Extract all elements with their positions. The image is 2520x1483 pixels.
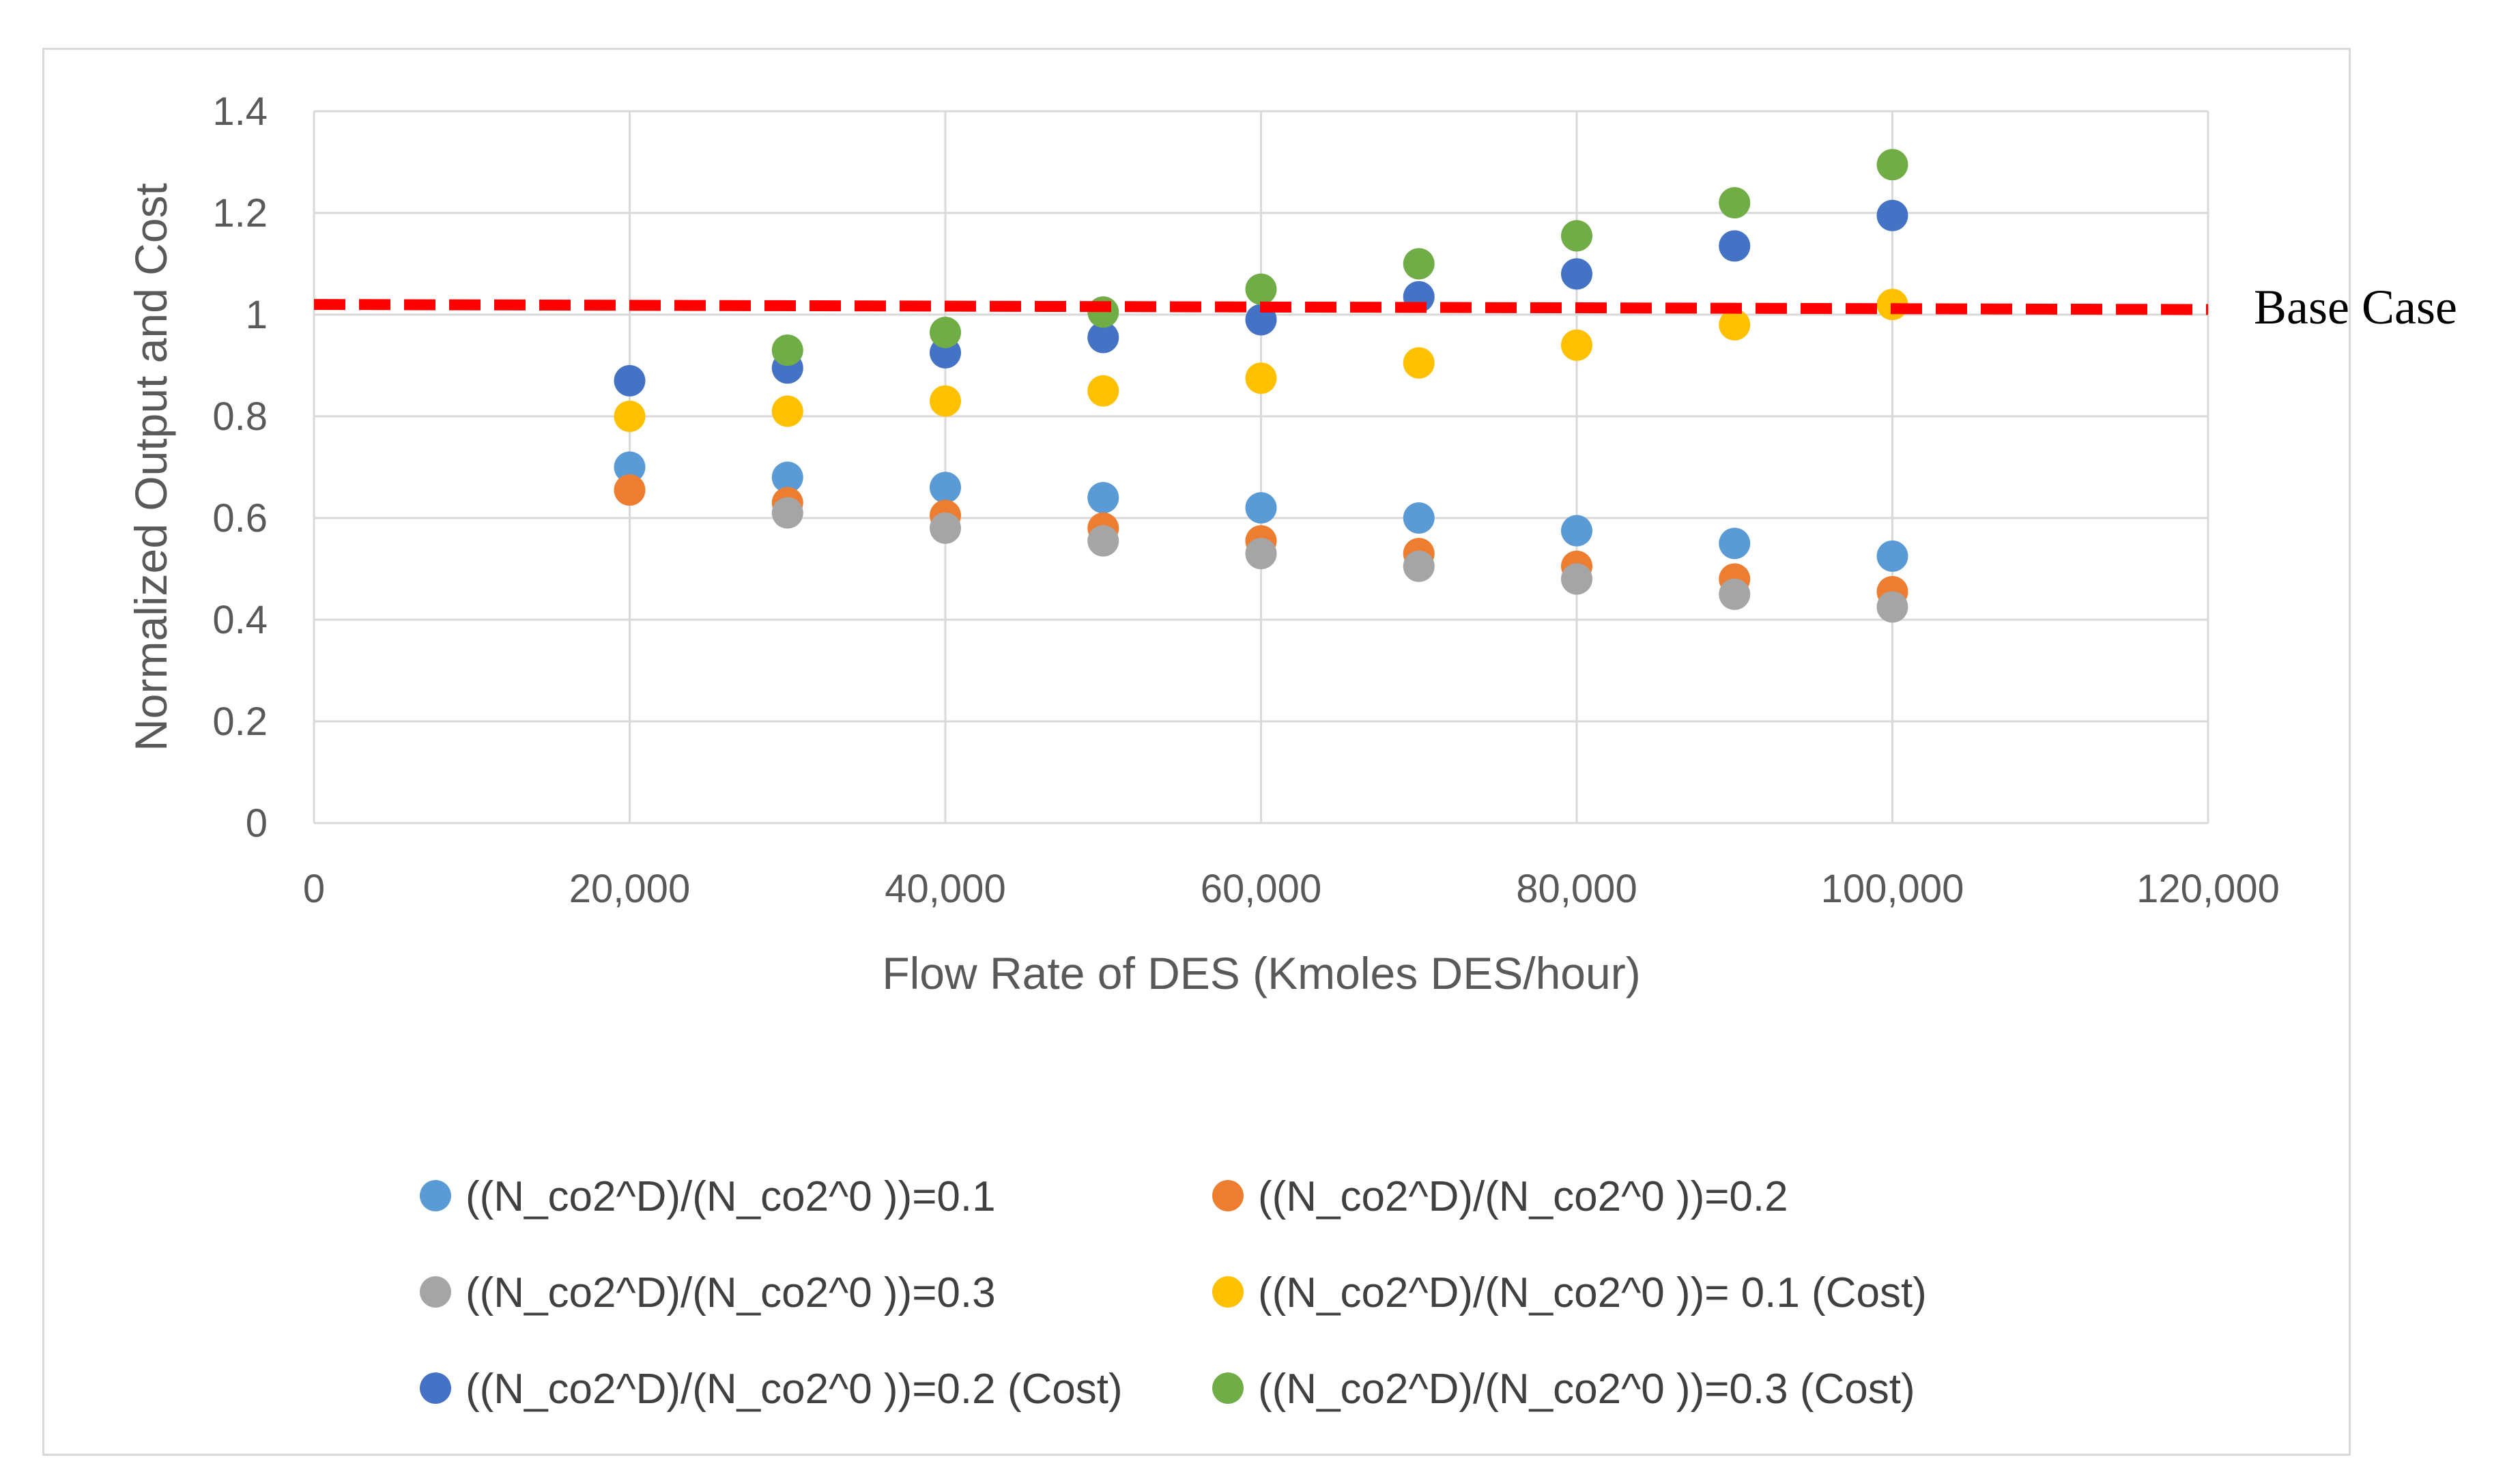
legend: ((N_co2^D)/(N_co2^0 ))=0.1 ((N_co2^D)/(N_… bbox=[420, 1173, 1927, 1413]
legend-marker bbox=[1212, 1372, 1244, 1404]
data-point bbox=[1876, 540, 1908, 572]
data-point bbox=[1403, 248, 1435, 280]
legend-label: ((N_co2^D)/(N_co2^0 ))=0.3 bbox=[466, 1269, 996, 1316]
y-tick-label: 1 bbox=[246, 293, 268, 337]
data-point bbox=[1245, 362, 1277, 394]
base-case-label: Base Case bbox=[2254, 280, 2457, 334]
data-point bbox=[1561, 329, 1592, 361]
legend-item: ((N_co2^D)/(N_co2^0 ))=0.1 bbox=[420, 1173, 996, 1220]
data-point bbox=[1561, 563, 1592, 595]
legend-item: ((N_co2^D)/(N_co2^0 ))= 0.1 (Cost) bbox=[1212, 1269, 1927, 1316]
y-tick-label: 0 bbox=[246, 801, 268, 846]
legend-marker bbox=[1212, 1180, 1244, 1211]
x-tick-label: 80,000 bbox=[1516, 867, 1637, 911]
y-axis-tick-labels: 0 0.2 0.4 0.6 0.8 1 1.2 1.4 bbox=[212, 89, 268, 846]
data-point bbox=[1719, 308, 1751, 341]
data-point bbox=[1087, 525, 1119, 557]
data-point bbox=[1087, 375, 1119, 407]
legend-item: ((N_co2^D)/(N_co2^0 ))=0.3 bbox=[420, 1269, 996, 1316]
x-tick-label: 20,000 bbox=[569, 867, 690, 911]
data-point bbox=[771, 461, 803, 493]
data-point bbox=[771, 395, 803, 427]
data-point bbox=[1876, 199, 1908, 231]
data-point bbox=[771, 334, 803, 366]
data-point bbox=[1719, 578, 1751, 610]
y-tick-label: 0.4 bbox=[212, 598, 268, 642]
y-tick-label: 0.6 bbox=[212, 496, 268, 541]
data-point bbox=[771, 497, 803, 529]
data-point bbox=[930, 472, 961, 504]
data-point bbox=[1245, 273, 1277, 305]
legend-label: ((N_co2^D)/(N_co2^0 ))=0.1 bbox=[466, 1173, 996, 1220]
x-tick-label: 40,000 bbox=[885, 867, 1005, 911]
data-point bbox=[1403, 347, 1435, 379]
data-point bbox=[1087, 321, 1119, 354]
x-tick-label: 60,000 bbox=[1201, 867, 1321, 911]
legend-label: ((N_co2^D)/(N_co2^0 ))= 0.1 (Cost) bbox=[1258, 1269, 1927, 1316]
y-tick-label: 1.4 bbox=[212, 89, 268, 134]
legend-marker bbox=[420, 1276, 451, 1308]
data-point bbox=[1245, 538, 1277, 570]
data-point bbox=[1561, 515, 1592, 547]
x-axis-title: Flow Rate of DES (Kmoles DES/hour) bbox=[882, 948, 1640, 998]
legend-marker bbox=[420, 1180, 451, 1211]
legend-label: ((N_co2^D)/(N_co2^0 ))=0.2 (Cost) bbox=[466, 1366, 1123, 1413]
data-point bbox=[930, 512, 961, 544]
data-point bbox=[1245, 492, 1277, 524]
legend-item: ((N_co2^D)/(N_co2^0 ))=0.2 (Cost) bbox=[420, 1366, 1123, 1413]
data-point bbox=[614, 451, 646, 483]
data-point bbox=[1719, 187, 1751, 219]
data-point bbox=[1087, 482, 1119, 514]
legend-marker bbox=[420, 1372, 451, 1404]
base-case-line bbox=[313, 299, 2209, 315]
data-point bbox=[1561, 258, 1592, 290]
data-point bbox=[614, 401, 646, 432]
data-point bbox=[1403, 550, 1435, 582]
y-axis-title: Normalized Output and Cost bbox=[126, 183, 176, 751]
data-points bbox=[614, 149, 1908, 623]
data-point bbox=[1719, 528, 1751, 560]
x-tick-label: 0 bbox=[303, 867, 325, 911]
data-point bbox=[614, 474, 646, 506]
x-axis-tick-labels: 0 20,000 40,000 60,000 80,000 100,000 120,000 bbox=[303, 867, 2280, 911]
data-point bbox=[1403, 502, 1435, 534]
data-point bbox=[1876, 591, 1908, 623]
y-tick-label: 0.8 bbox=[212, 394, 268, 439]
legend-item: ((N_co2^D)/(N_co2^0 ))=0.3 (Cost) bbox=[1212, 1366, 1915, 1413]
y-tick-label: 0.2 bbox=[212, 700, 268, 744]
legend-marker bbox=[1212, 1276, 1244, 1308]
x-tick-label: 120,000 bbox=[2136, 867, 2280, 911]
data-point bbox=[1561, 220, 1592, 252]
y-tick-label: 1.2 bbox=[212, 191, 268, 235]
data-point bbox=[1876, 149, 1908, 181]
legend-label: ((N_co2^D)/(N_co2^0 ))=0.2 bbox=[1258, 1173, 1788, 1220]
data-point bbox=[930, 385, 961, 417]
data-point bbox=[1719, 230, 1751, 262]
x-tick-label: 100,000 bbox=[1821, 867, 1964, 911]
legend-item: ((N_co2^D)/(N_co2^0 ))=0.2 bbox=[1212, 1173, 1788, 1220]
data-point bbox=[930, 317, 961, 349]
data-point bbox=[614, 364, 646, 397]
plot-area bbox=[313, 110, 2209, 824]
legend-label: ((N_co2^D)/(N_co2^0 ))=0.3 (Cost) bbox=[1258, 1366, 1915, 1413]
